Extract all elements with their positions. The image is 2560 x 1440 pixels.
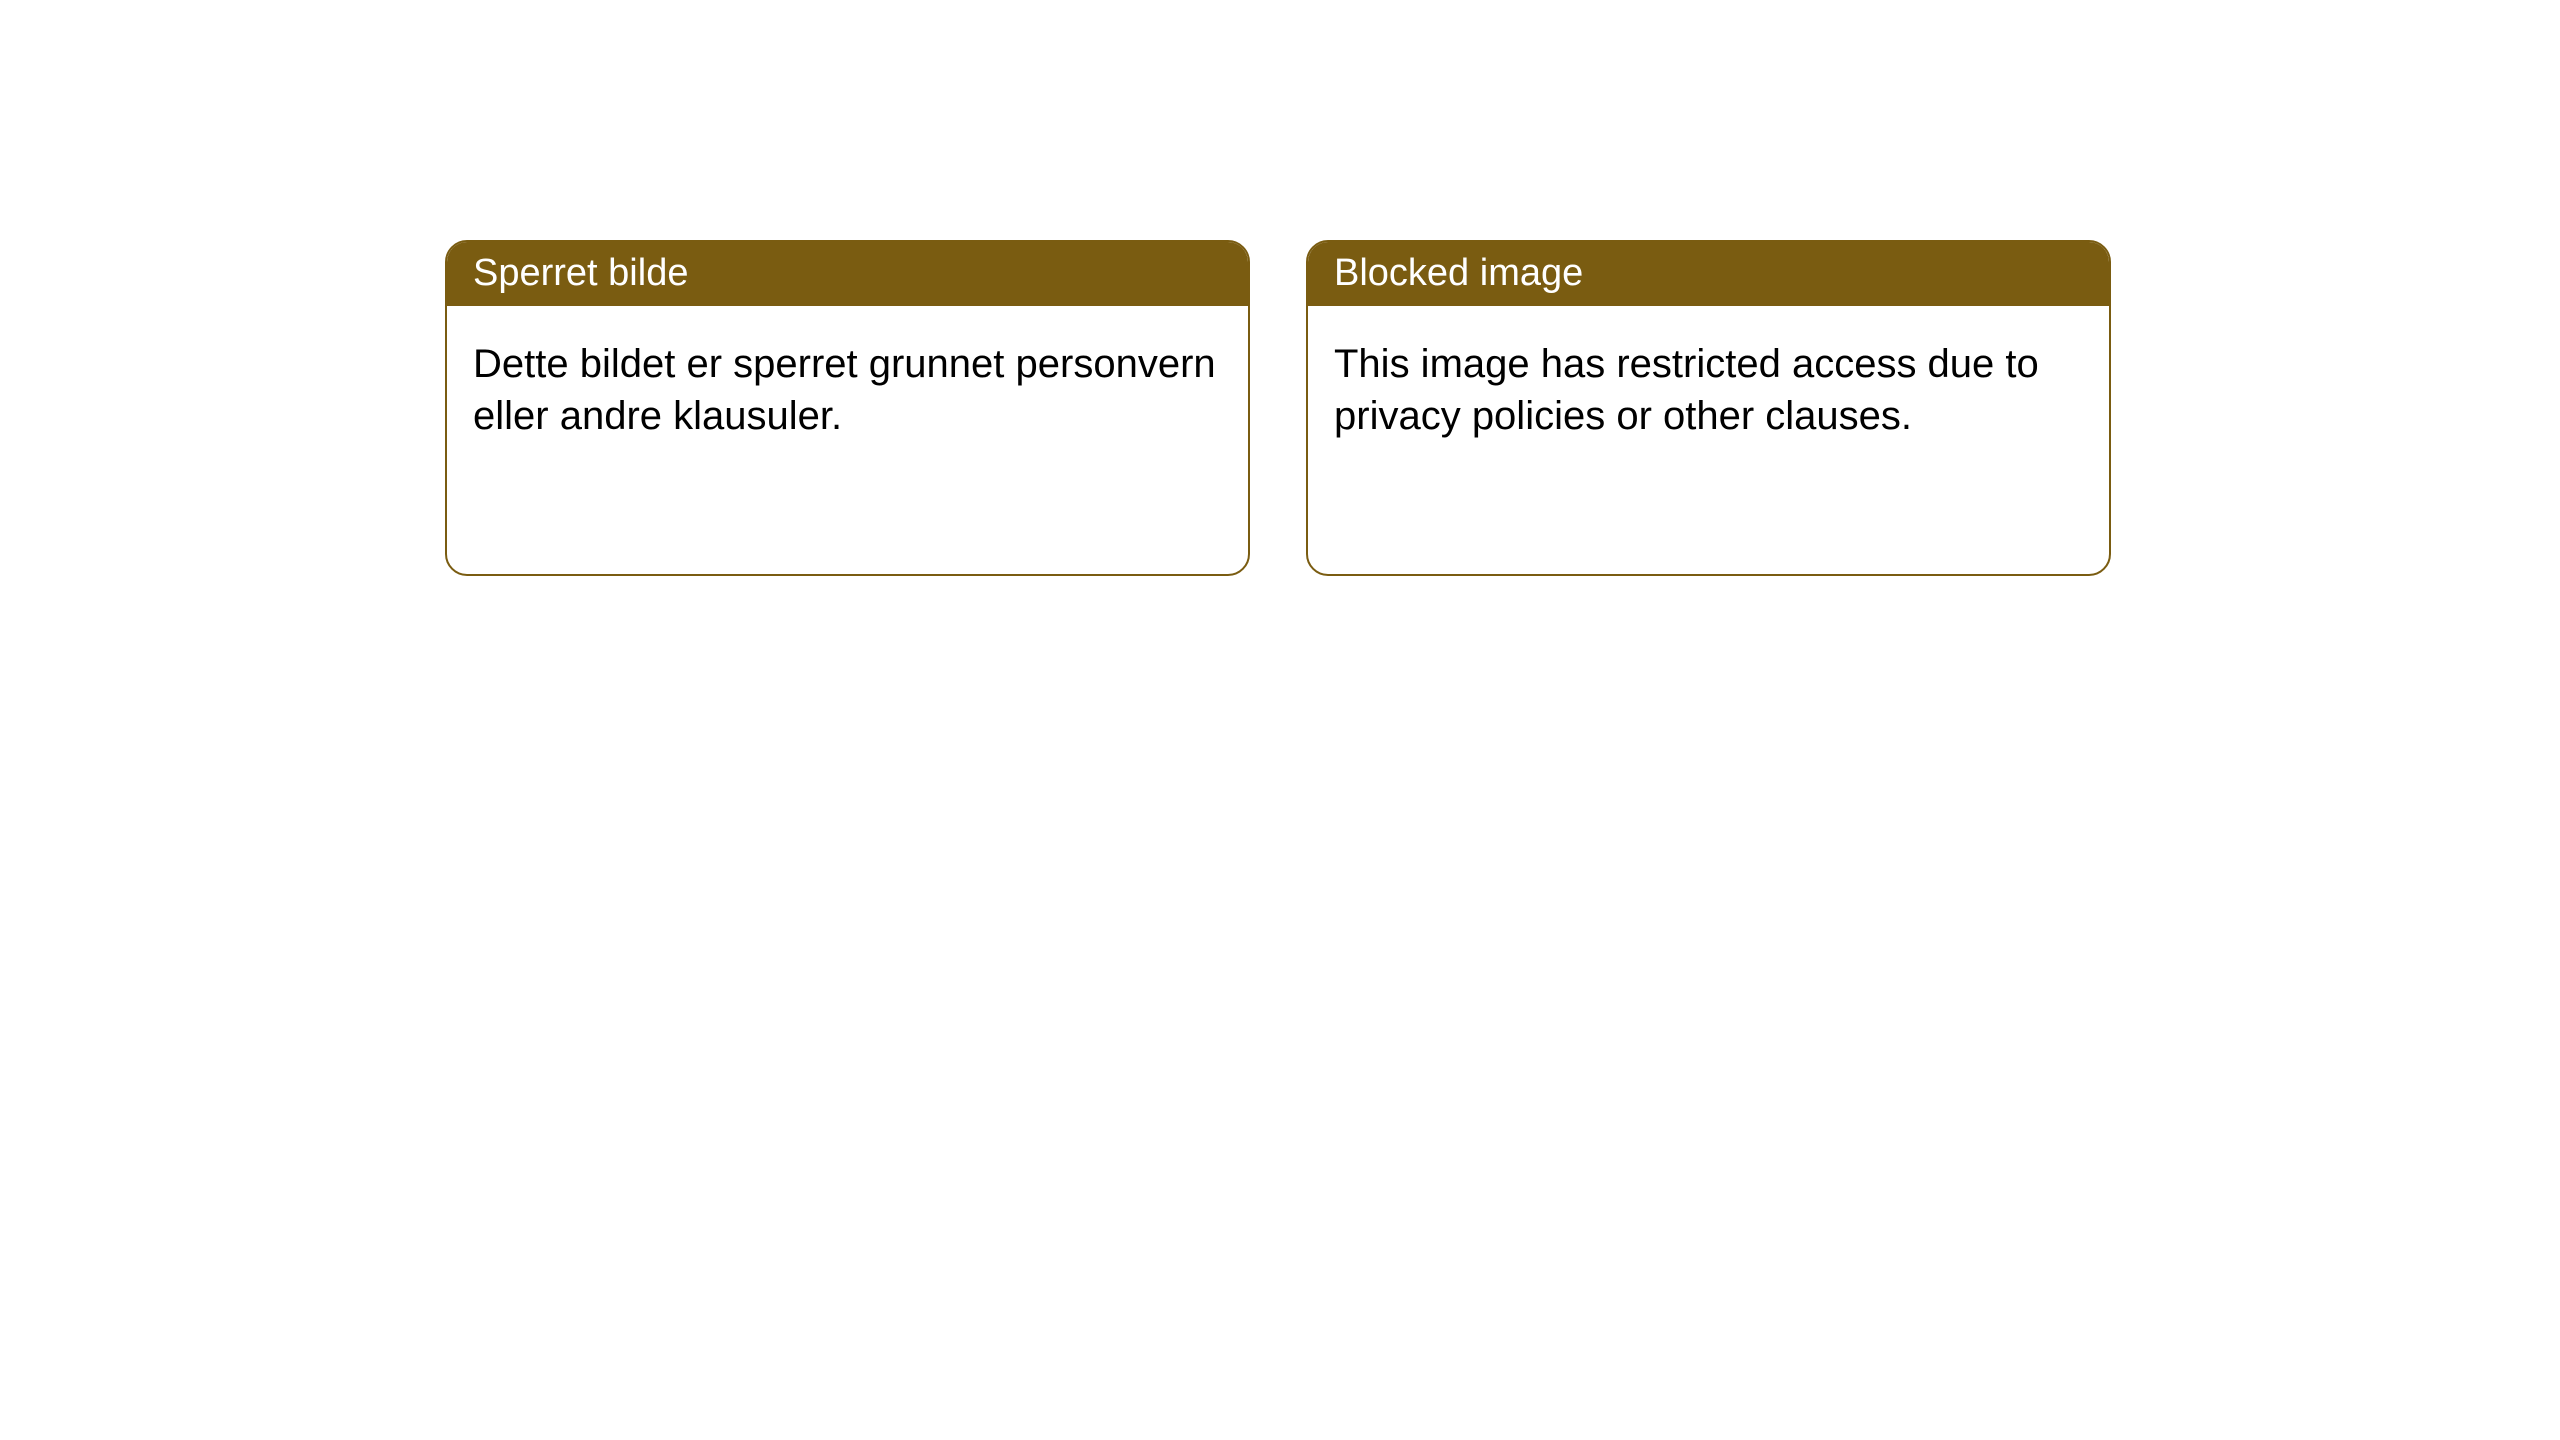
card-title: Sperret bilde xyxy=(473,252,688,294)
card-title: Blocked image xyxy=(1334,252,1583,294)
card-body-text: Dette bildet er sperret grunnet personve… xyxy=(473,342,1216,438)
card-body: Dette bildet er sperret grunnet personve… xyxy=(447,306,1248,474)
notice-cards-container: Sperret bilde Dette bildet er sperret gr… xyxy=(0,0,2560,576)
card-body: This image has restricted access due to … xyxy=(1308,306,2109,474)
card-header: Sperret bilde xyxy=(447,242,1248,306)
card-header: Blocked image xyxy=(1308,242,2109,306)
card-body-text: This image has restricted access due to … xyxy=(1334,342,2039,438)
notice-card-norwegian: Sperret bilde Dette bildet er sperret gr… xyxy=(445,240,1250,576)
notice-card-english: Blocked image This image has restricted … xyxy=(1306,240,2111,576)
